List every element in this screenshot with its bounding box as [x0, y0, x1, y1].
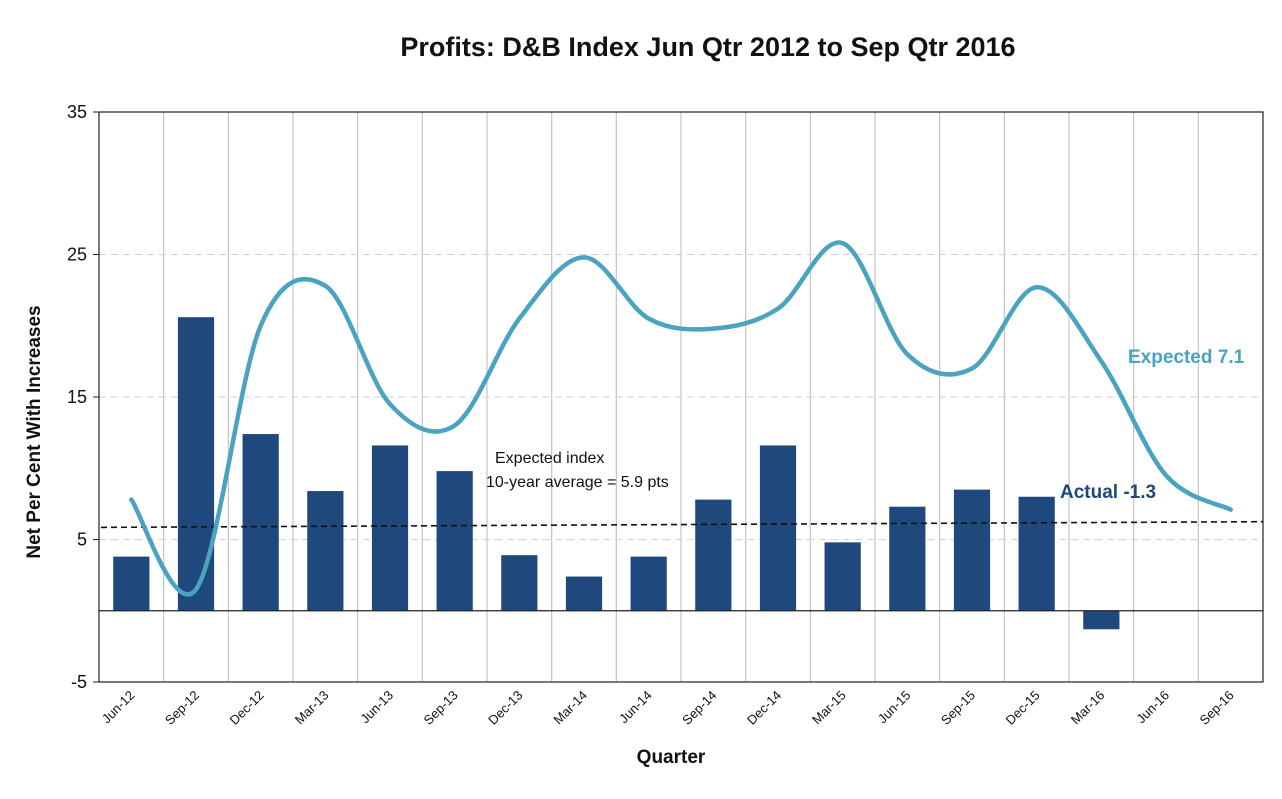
- x-tick-label: Dec-12: [227, 688, 267, 728]
- x-tick-label: Mar-16: [1068, 688, 1108, 728]
- annotation-ten-year-average: 10-year average = 5.9 pts: [486, 474, 669, 491]
- y-axis-title: Net Per Cent With Increases: [24, 305, 45, 558]
- x-tick-label: Mar-15: [809, 688, 849, 728]
- x-tick-label: Sep-14: [679, 688, 719, 728]
- x-tick-label: Jun-15: [875, 688, 914, 727]
- x-tick-label: Jun-14: [616, 688, 655, 727]
- x-tick-label: Sep-13: [421, 688, 461, 728]
- x-tick-label: Mar-13: [292, 688, 332, 728]
- bar-Mar-15: [824, 542, 861, 611]
- y-tick-label: -5: [71, 672, 87, 692]
- bar-Jun-14: [630, 556, 667, 611]
- chart-title: Profits: D&B Index Jun Qtr 2012 to Sep Q…: [400, 32, 1015, 62]
- plot-area-border: [98, 111, 1264, 683]
- bar-Sep-14: [695, 499, 732, 611]
- x-tick-label: Sep-16: [1197, 688, 1237, 728]
- bar-Mar-13: [307, 491, 344, 611]
- actual-series-label: Actual -1.3: [1060, 482, 1156, 503]
- bar-Jun-12: [113, 556, 150, 611]
- x-tick-label: Sep-15: [938, 688, 978, 728]
- y-tick-label: 5: [77, 530, 87, 550]
- bar-Mar-16: [1083, 610, 1120, 630]
- x-tick-label: Dec-15: [1003, 688, 1043, 728]
- expected-series-line: [129, 240, 1233, 597]
- y-axis-ticks: -5 5 15 25 35: [67, 102, 99, 692]
- bar-Sep-15: [953, 489, 991, 611]
- bar-Sep-13: [436, 471, 473, 611]
- bar-Jun-13: [371, 445, 409, 611]
- average-reference-line: [100, 520, 1264, 529]
- bar-Mar-14: [565, 576, 603, 611]
- bar-Sep-12: [177, 317, 215, 611]
- x-tick-label: Dec-14: [744, 688, 784, 728]
- x-axis-ticks: Jun-12 Sep-12 Dec-12 Mar-13 Jun-13 Sep-13 Dec-…: [99, 688, 1237, 728]
- x-tick-label: Jun-12: [99, 688, 138, 727]
- x-axis-title: Quarter: [637, 747, 706, 768]
- bar-Dec-13: [501, 555, 538, 611]
- bar-Dec-14: [759, 445, 797, 611]
- bar-Jun-15: [889, 506, 926, 611]
- x-tick-label: Jun-13: [357, 688, 396, 727]
- annotation-expected-index: Expected index: [495, 450, 604, 467]
- expected-series-label: Expected 7.1: [1128, 347, 1245, 368]
- bar-Dec-12: [242, 434, 279, 611]
- bar-Dec-15: [1018, 496, 1055, 611]
- y-tick-label: 35: [67, 102, 87, 122]
- horizontal-gridlines: [99, 254, 1263, 540]
- x-tick-label: Sep-12: [162, 688, 202, 728]
- x-tick-label: Jun-16: [1133, 688, 1172, 727]
- y-tick-label: 25: [67, 245, 87, 265]
- x-tick-label: Mar-14: [550, 688, 590, 728]
- y-tick-label: 15: [67, 387, 87, 407]
- x-tick-label: Dec-13: [485, 688, 525, 728]
